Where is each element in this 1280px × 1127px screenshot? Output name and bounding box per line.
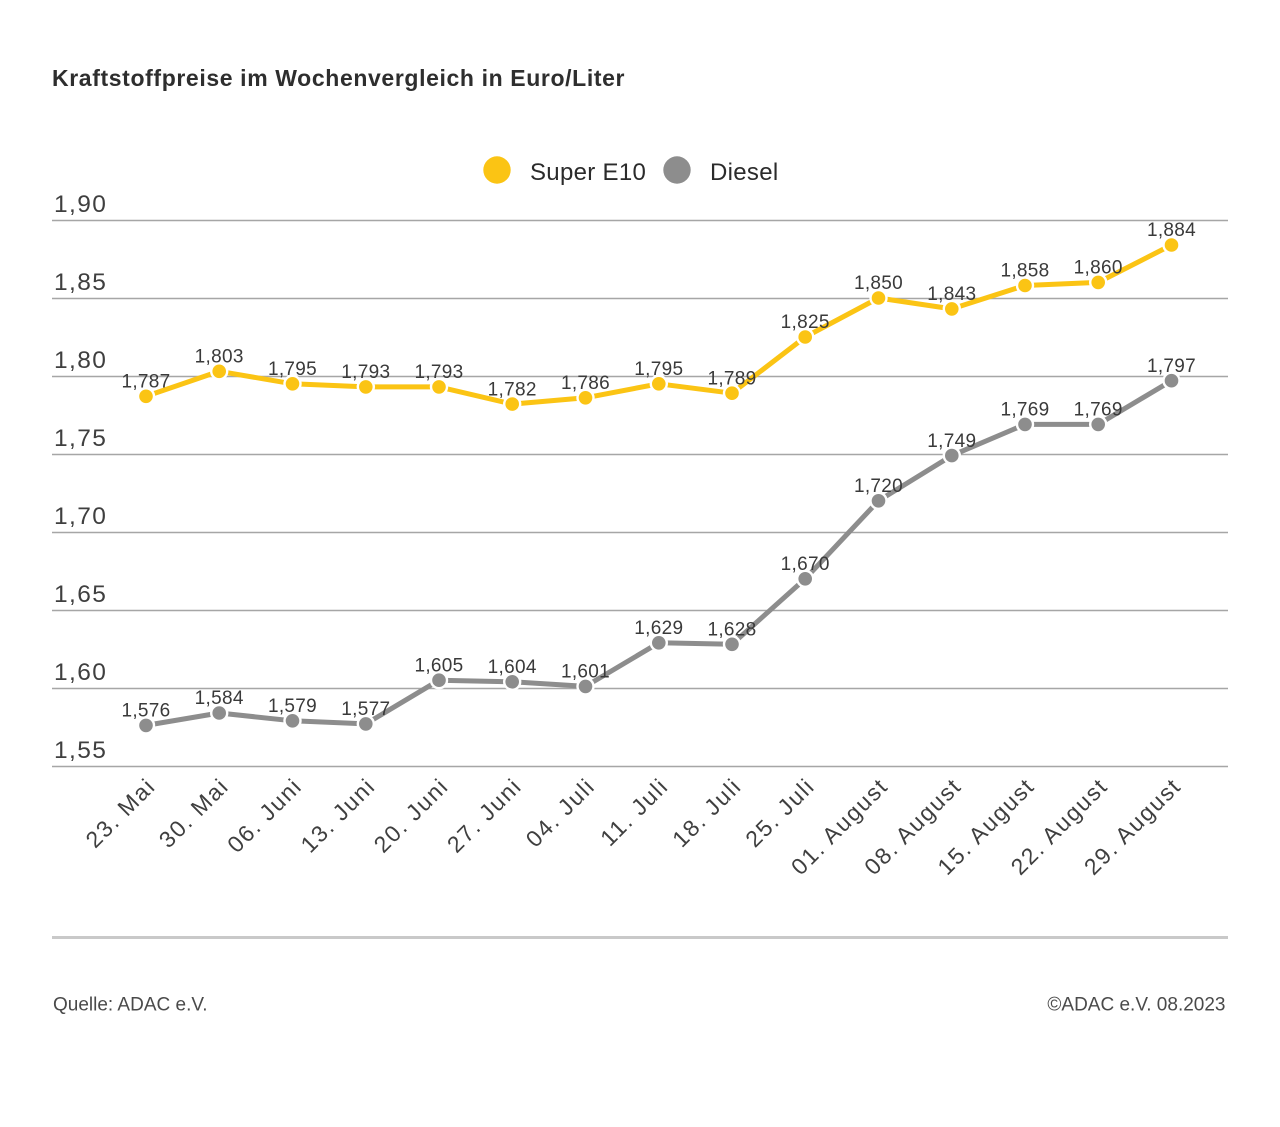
svg-text:1,782: 1,782 [488, 379, 537, 400]
svg-text:1,80: 1,80 [54, 347, 107, 374]
svg-text:1,787: 1,787 [121, 372, 170, 393]
svg-text:1,797: 1,797 [1147, 356, 1196, 377]
svg-text:1,769: 1,769 [1000, 400, 1049, 421]
svg-text:1,605: 1,605 [414, 655, 463, 676]
svg-text:Kraftstoffpreise im Wochenverg: Kraftstoffpreise im Wochenvergleich in E… [52, 65, 625, 91]
svg-text:1,576: 1,576 [121, 701, 170, 722]
svg-text:1,793: 1,793 [414, 362, 463, 383]
svg-text:1,884: 1,884 [1147, 220, 1196, 241]
svg-text:©ADAC e.V. 08.2023: ©ADAC e.V. 08.2023 [1047, 995, 1225, 1016]
svg-text:1,604: 1,604 [488, 657, 537, 678]
svg-text:1,769: 1,769 [1074, 400, 1123, 421]
svg-text:1,70: 1,70 [54, 503, 107, 530]
svg-text:1,795: 1,795 [268, 359, 317, 380]
svg-text:1,629: 1,629 [634, 618, 683, 639]
svg-text:1,60: 1,60 [54, 659, 107, 686]
svg-text:1,860: 1,860 [1074, 258, 1123, 279]
svg-text:1,786: 1,786 [561, 373, 610, 394]
svg-text:1,584: 1,584 [195, 688, 244, 709]
svg-text:1,789: 1,789 [707, 368, 756, 389]
svg-text:1,55: 1,55 [54, 737, 107, 764]
svg-text:1,795: 1,795 [634, 359, 683, 380]
svg-text:1,85: 1,85 [54, 269, 107, 296]
svg-text:1,628: 1,628 [707, 620, 756, 641]
svg-text:1,577: 1,577 [341, 699, 390, 720]
svg-text:1,803: 1,803 [195, 347, 244, 368]
svg-text:1,579: 1,579 [268, 696, 317, 717]
svg-text:1,90: 1,90 [54, 191, 107, 218]
svg-text:1,720: 1,720 [854, 476, 903, 497]
svg-text:1,670: 1,670 [781, 554, 830, 575]
svg-text:Diesel: Diesel [710, 159, 779, 186]
svg-text:1,793: 1,793 [341, 362, 390, 383]
svg-text:1,749: 1,749 [927, 431, 976, 452]
svg-text:1,825: 1,825 [781, 312, 830, 333]
svg-text:1,65: 1,65 [54, 581, 107, 608]
svg-text:1,843: 1,843 [927, 284, 976, 305]
svg-text:Super E10: Super E10 [530, 159, 646, 186]
svg-text:1,858: 1,858 [1000, 261, 1049, 282]
svg-text:1,850: 1,850 [854, 273, 903, 294]
svg-text:Quelle: ADAC e.V.: Quelle: ADAC e.V. [53, 995, 208, 1016]
svg-text:1,601: 1,601 [561, 662, 610, 683]
svg-text:1,75: 1,75 [54, 425, 107, 452]
